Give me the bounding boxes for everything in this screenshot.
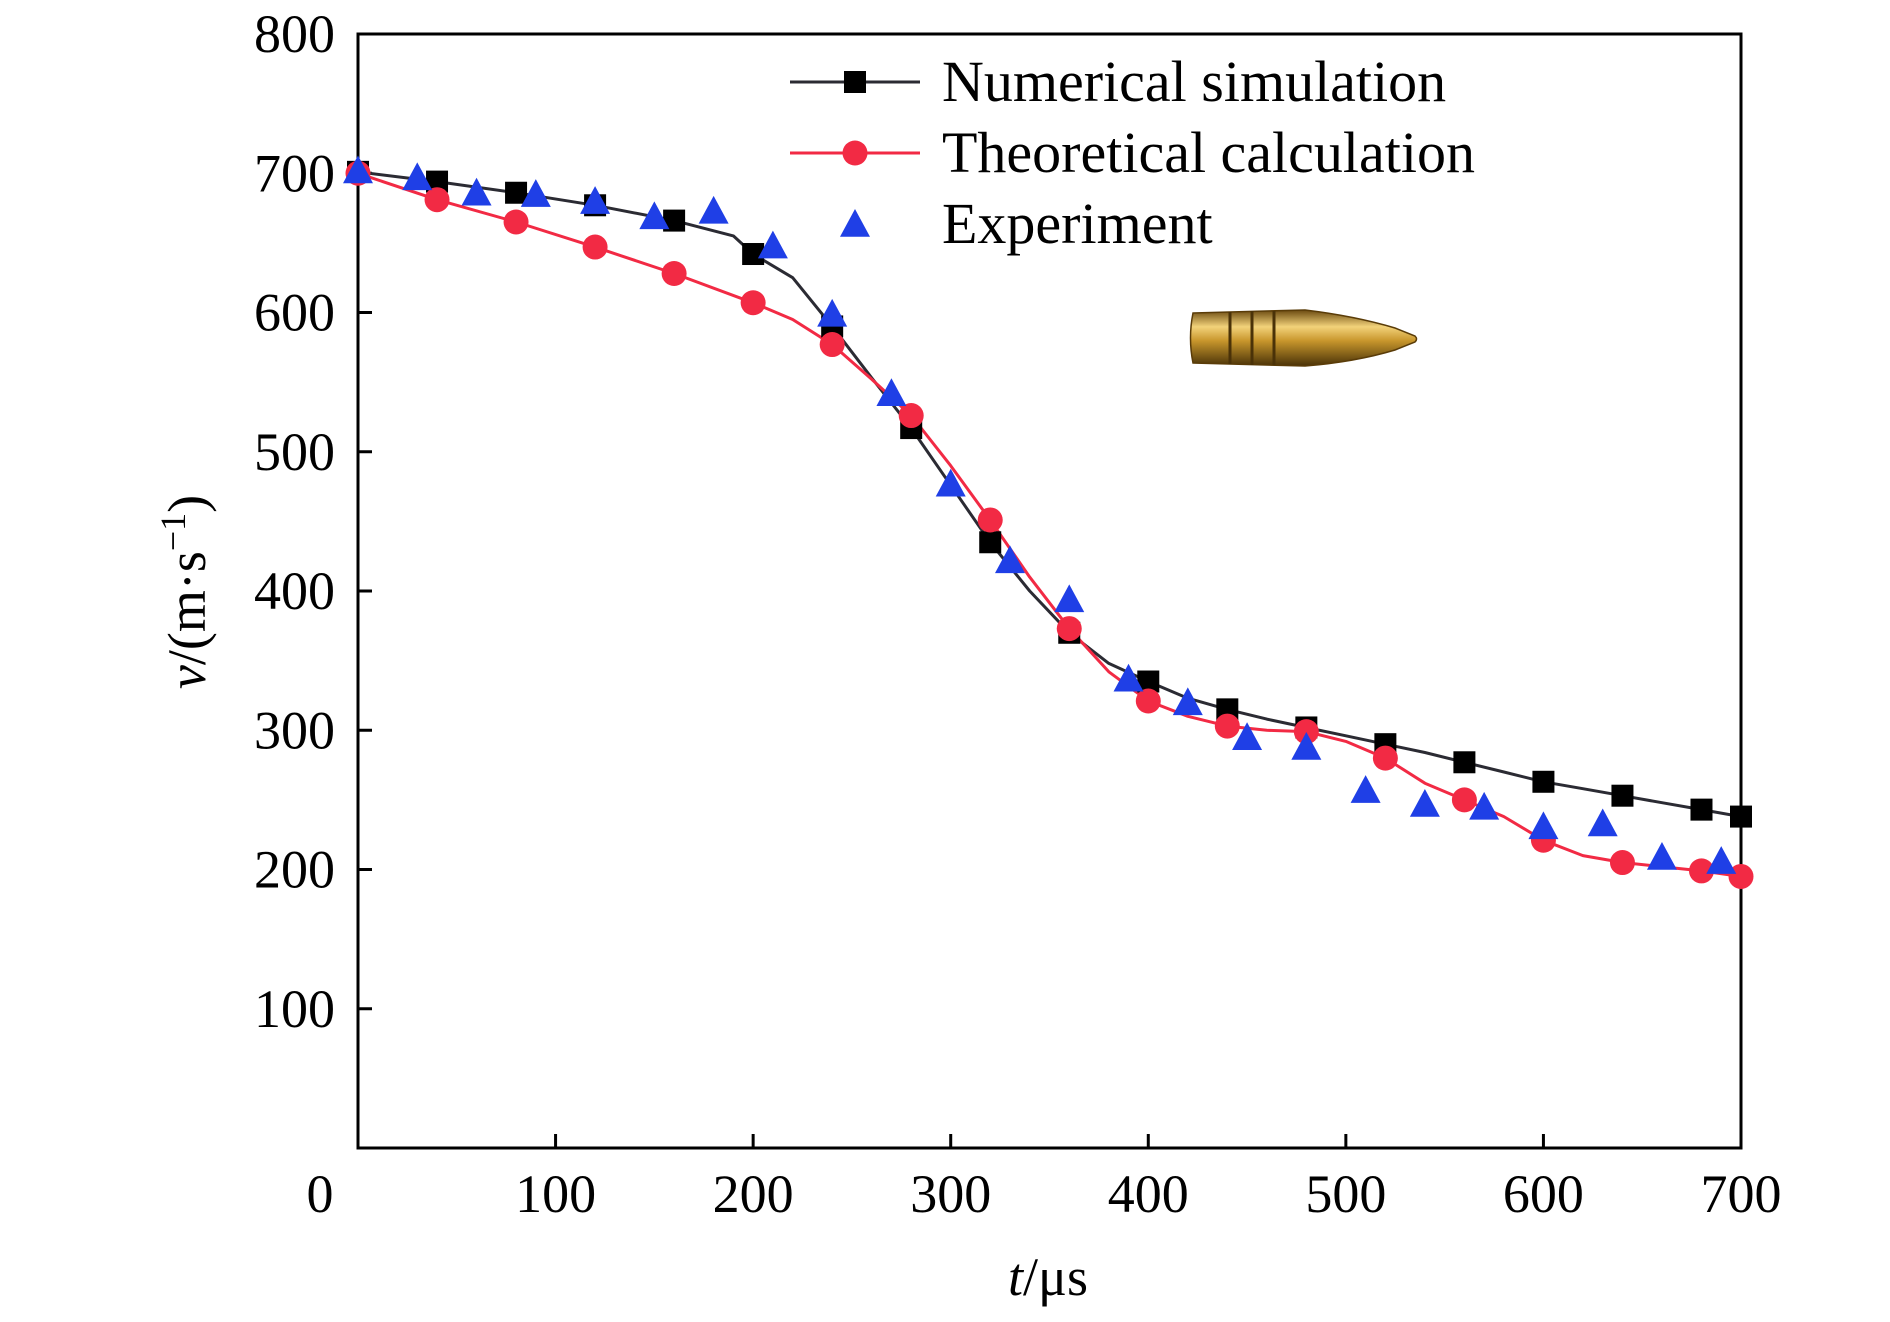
x-axis-label: t/μs [1008,1247,1088,1307]
series-1-point [1609,850,1635,876]
series-0-point [505,181,528,204]
series-2-point [994,545,1025,574]
series-0-point [742,243,765,266]
series-1-point [1135,688,1161,714]
series-2-point [520,179,551,207]
series-1-point [1056,616,1082,642]
series-1-point [740,290,766,316]
legend-label: Numerical simulation [942,49,1446,114]
series-2-point [1528,811,1559,840]
y-axis-unit-close: ) [157,495,217,513]
series-1-point [1214,713,1240,739]
series-2-point [402,162,433,191]
series-2-point [1172,687,1203,716]
series-1-point [977,507,1003,533]
series-1-point [1688,858,1714,884]
y-axis-variable: v [157,665,217,689]
series-2-point [343,155,373,184]
series-0-point [979,531,1002,554]
y-axis-unit: /(m·s [157,551,217,665]
x-tick-label: 100 [515,1164,596,1224]
series-0-point [1690,798,1713,821]
x-tick-label: 300 [910,1164,991,1224]
series-1-point [424,187,450,213]
series-2-point [876,378,907,407]
legend-marker [840,209,870,237]
series-1-point [1728,863,1754,889]
y-axis-ticks: 100 200 300 400 500 600 700 800 [254,4,372,1039]
x-tick-label: 200 [713,1164,794,1224]
series-2-point [1646,841,1677,870]
x-tick-label: 700 [1701,1164,1782,1224]
x-tick-label: 600 [1503,1164,1584,1224]
series-0-point [1137,670,1160,693]
series-2-point [639,201,670,230]
series-2-point [1706,846,1737,874]
series-2-point [461,177,492,206]
y-tick-label: 400 [254,561,335,621]
series-line-0 [358,170,1741,819]
series-0-point [1730,805,1752,828]
x-axis-variable: t [1008,1247,1025,1307]
series-2-point [935,468,966,497]
legend-label: Experiment [942,191,1213,256]
series-1-point [503,209,529,235]
series-2-point [1350,775,1381,803]
series-2-point [1409,789,1440,817]
series-1-point [819,332,845,358]
y-axis-unit-exponent: −1 [153,513,193,551]
bullet-icon [1189,309,1418,367]
series-markers [343,155,1754,889]
series-2-point [698,195,729,224]
series-0-point [1532,770,1555,793]
series-2-point [580,186,611,214]
y-tick-label: 600 [254,283,335,343]
x-axis-unit: /μs [1023,1247,1088,1307]
legend-marker [842,140,868,166]
x-tick-label: 0 [307,1164,334,1224]
series-0-point [663,209,686,232]
series-2-point [1587,808,1618,837]
y-tick-label: 800 [254,4,335,64]
series-2-point [1232,722,1263,750]
y-tick-label: 300 [254,700,335,760]
series-1-point [898,403,924,429]
series-2-point [1291,731,1322,760]
series-2-point [757,230,788,259]
y-tick-label: 100 [254,979,335,1039]
y-tick-label: 500 [254,422,335,482]
series-1-point [1372,745,1398,771]
series-1-point [661,261,687,287]
series-0-point [1453,751,1476,774]
series-1-point [582,234,608,260]
x-tick-label: 400 [1108,1164,1189,1224]
series-2-point [1113,663,1144,692]
series-2-point [1054,584,1085,613]
legend-marker [844,71,866,93]
x-tick-label: 500 [1305,1164,1386,1224]
y-tick-label: 700 [254,143,335,203]
y-tick-label: 200 [254,840,335,900]
series-0-point [426,170,449,193]
series-2-point [817,298,848,327]
legend-label: Theoretical calculation [942,120,1475,185]
series-2-point [1469,791,1500,820]
x-axis-ticks: 0 100 200 300 400 500 600 700 [307,1134,1782,1224]
series-1-point [1293,719,1319,745]
series-0-point [1611,784,1634,807]
series-1-point [1451,787,1477,813]
y-axis-label: v/(m·s−1) [153,495,217,689]
